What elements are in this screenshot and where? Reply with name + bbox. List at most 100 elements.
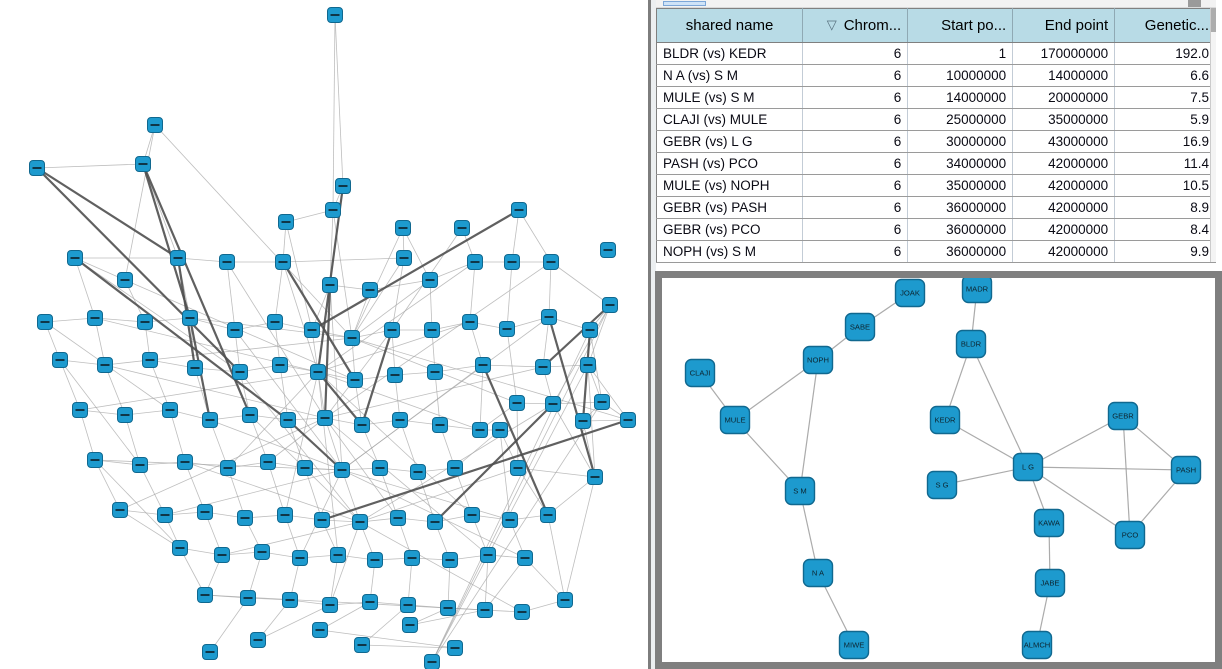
network-node[interactable] — [137, 314, 153, 330]
network-node[interactable] — [317, 410, 333, 426]
network-node[interactable] — [464, 507, 480, 523]
network-node[interactable] — [254, 544, 270, 560]
network-node-madr[interactable]: MADR — [961, 278, 993, 304]
network-node[interactable] — [282, 592, 298, 608]
table-row[interactable]: GEBR (vs) PCO 6 36000000 42000000 8.4 — [656, 218, 1216, 241]
network-node[interactable] — [557, 592, 573, 608]
network-node-l-g[interactable]: L G — [1012, 452, 1044, 482]
network-node[interactable] — [582, 322, 598, 338]
network-node[interactable] — [197, 587, 213, 603]
network-node[interactable] — [232, 364, 248, 380]
network-node[interactable] — [227, 322, 243, 338]
network-node[interactable] — [330, 547, 346, 563]
network-node[interactable] — [600, 242, 616, 258]
network-node[interactable] — [424, 654, 440, 669]
network-node-almch[interactable]: ALMCH — [1021, 630, 1053, 660]
table-row[interactable]: MULE (vs) S M 6 14000000 20000000 7.5 — [656, 86, 1216, 109]
network-node[interactable] — [602, 297, 618, 313]
network-node[interactable] — [172, 540, 188, 556]
column-header-genetic[interactable]: Genetic... — [1114, 8, 1216, 43]
network-node[interactable] — [214, 547, 230, 563]
network-node[interactable] — [396, 250, 412, 266]
network-node[interactable] — [510, 460, 526, 476]
network-node[interactable] — [362, 282, 378, 298]
network-node[interactable] — [404, 550, 420, 566]
network-node-kawa[interactable]: KAWA — [1033, 508, 1065, 538]
network-node[interactable] — [202, 412, 218, 428]
network-node[interactable] — [147, 117, 163, 133]
network-node-claji[interactable]: CLAJI — [684, 358, 716, 388]
network-node[interactable] — [580, 357, 596, 373]
table-row[interactable]: N A (vs) S M 6 10000000 14000000 6.6 — [656, 64, 1216, 87]
network-node-s-m[interactable]: S M — [784, 476, 816, 506]
horizontal-scrollbar-thumb[interactable] — [663, 1, 706, 6]
network-node[interactable] — [424, 322, 440, 338]
network-node[interactable] — [387, 367, 403, 383]
network-node[interactable] — [509, 395, 525, 411]
network-node[interactable] — [594, 394, 610, 410]
network-node[interactable] — [310, 364, 326, 380]
vertical-scrollbar[interactable] — [1210, 8, 1216, 262]
network-node[interactable] — [314, 512, 330, 528]
network-node[interactable] — [427, 364, 443, 380]
detail-network-panel[interactable]: JOAK MADR SABE BLDR NOPH CLAJI MULE KEDR GEBR L G… — [655, 271, 1222, 669]
network-node[interactable] — [297, 460, 313, 476]
network-node-pco[interactable]: PCO — [1114, 520, 1146, 550]
network-node[interactable] — [132, 457, 148, 473]
network-node[interactable] — [67, 250, 83, 266]
network-node-gebr[interactable]: GEBR — [1107, 401, 1139, 431]
network-node[interactable] — [447, 460, 463, 476]
network-node[interactable] — [499, 321, 515, 337]
network-node[interactable] — [87, 310, 103, 326]
network-node[interactable] — [372, 460, 388, 476]
network-node[interactable] — [202, 644, 218, 660]
network-node[interactable] — [182, 310, 198, 326]
network-node[interactable] — [395, 220, 411, 236]
network-node[interactable] — [392, 412, 408, 428]
network-node[interactable] — [477, 602, 493, 618]
network-node[interactable] — [400, 597, 416, 613]
network-node[interactable] — [442, 552, 458, 568]
table-row[interactable]: PASH (vs) PCO 6 34000000 42000000 11.4 — [656, 152, 1216, 175]
network-node[interactable] — [177, 454, 193, 470]
network-node[interactable] — [157, 507, 173, 523]
network-node[interactable] — [304, 322, 320, 338]
network-node[interactable] — [335, 178, 351, 194]
network-node[interactable] — [117, 407, 133, 423]
network-node[interactable] — [467, 254, 483, 270]
table-row[interactable]: BLDR (vs) KEDR 6 1 170000000 192.0 — [656, 42, 1216, 65]
network-node-bldr[interactable]: BLDR — [955, 329, 987, 359]
network-node[interactable] — [197, 504, 213, 520]
network-node[interactable] — [344, 330, 360, 346]
network-node[interactable] — [334, 462, 350, 478]
network-node[interactable] — [277, 507, 293, 523]
network-node[interactable] — [352, 514, 368, 530]
network-node-joak[interactable]: JOAK — [894, 278, 926, 308]
network-node-n-a[interactable]: N A — [802, 558, 834, 588]
network-node[interactable] — [312, 622, 328, 638]
table-row[interactable]: GEBR (vs) PASH 6 36000000 42000000 8.9 — [656, 196, 1216, 219]
network-node[interactable] — [575, 413, 591, 429]
network-node[interactable] — [142, 352, 158, 368]
network-node[interactable] — [327, 7, 343, 23]
network-node[interactable] — [362, 594, 378, 610]
column-header-startpo[interactable]: Start po... — [907, 8, 1013, 43]
network-node[interactable] — [347, 372, 363, 388]
network-node[interactable] — [242, 407, 258, 423]
filter-icon[interactable]: ▽ — [826, 17, 837, 32]
network-node[interactable] — [112, 502, 128, 518]
network-node[interactable] — [587, 469, 603, 485]
network-node[interactable] — [620, 412, 636, 428]
network-node[interactable] — [384, 322, 400, 338]
network-node[interactable] — [511, 202, 527, 218]
network-node[interactable] — [447, 640, 463, 656]
panel-divider[interactable] — [648, 0, 651, 669]
network-node-jabe[interactable]: JABE — [1034, 568, 1066, 598]
table-row[interactable]: CLAJI (vs) MULE 6 25000000 35000000 5.9 — [656, 108, 1216, 131]
network-node[interactable] — [410, 464, 426, 480]
network-node[interactable] — [250, 632, 266, 648]
network-node[interactable] — [475, 357, 491, 373]
network-node[interactable] — [220, 460, 236, 476]
network-node[interactable] — [427, 514, 443, 530]
network-node[interactable] — [260, 454, 276, 470]
